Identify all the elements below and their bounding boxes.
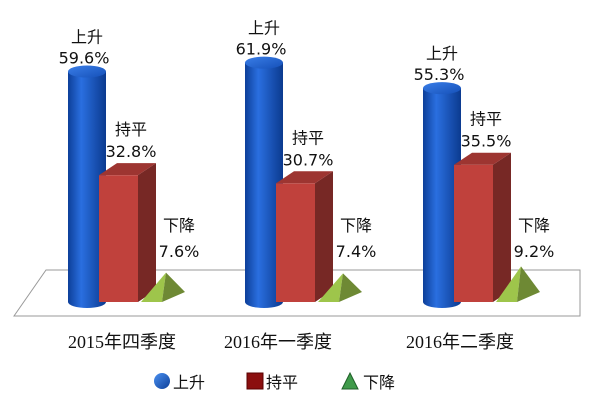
legend-marker-down <box>341 371 359 390</box>
bar-flat-side <box>138 163 156 302</box>
bar-down-left <box>318 273 343 302</box>
label-down-value-2016: 7.4% <box>336 242 377 261</box>
category-axis: 2015年四季度 2016年一季度 2016年二季度 <box>68 332 514 352</box>
bar-down-right <box>517 266 540 302</box>
legend-marker-up <box>154 373 170 389</box>
bar-down-left <box>496 266 521 302</box>
legend: 上升 持平 下降 <box>154 371 395 392</box>
label-flat-value-2016: 35.5% <box>461 132 512 151</box>
bar-up-body <box>423 88 461 308</box>
label-flat-name-2016: 持平 <box>470 110 502 129</box>
bar-down-left <box>141 272 166 302</box>
label-up-value-2016: 55.3% <box>414 65 465 84</box>
label-down-name-2015: 下降 <box>163 216 195 235</box>
bar-flat-side <box>315 171 333 302</box>
label-down-value-2015: 7.6% <box>159 242 200 261</box>
legend-label-flat: 持平 <box>266 373 298 392</box>
legend-marker-flat <box>246 372 264 390</box>
bar-flat-top <box>276 171 333 184</box>
bar-up-2015 <box>68 65 106 309</box>
bar-down-2016 <box>318 273 362 302</box>
bar-down-right <box>339 273 362 302</box>
label-flat-name-2016: 持平 <box>292 128 324 147</box>
label-down-name-2016: 下降 <box>518 216 550 235</box>
bar-up-body <box>245 62 283 308</box>
bar-up-top <box>245 56 283 69</box>
bar-flat-2015 <box>99 163 156 302</box>
bar-up-body <box>68 71 106 309</box>
label-up-value-2016: 61.9% <box>236 40 287 59</box>
bar-flat-front <box>99 175 138 302</box>
bar-flat-top <box>454 152 511 165</box>
chart-bars <box>68 56 540 309</box>
bar-up-2016 <box>423 82 461 308</box>
bar-flat-top <box>99 163 156 176</box>
category-label-2015: 2015年四季度 <box>68 332 176 352</box>
bar-flat-2016 <box>276 171 333 302</box>
bar-up-2016 <box>245 56 283 308</box>
bar-flat-front <box>454 164 493 302</box>
bar-up-top <box>423 82 461 95</box>
legend-label-down: 下降 <box>363 373 395 392</box>
label-up-name-2016: 上升 <box>248 19 280 38</box>
label-flat-name-2015: 持平 <box>115 120 147 139</box>
label-down-name-2016: 下降 <box>340 216 372 235</box>
legend-label-up: 上升 <box>173 373 205 392</box>
category-label-2016: 2016年二季度 <box>406 332 514 352</box>
label-up-name-2016: 上升 <box>426 44 458 63</box>
bar-flat-side <box>493 152 511 302</box>
label-flat-value-2016: 30.7% <box>283 150 334 169</box>
label-up-value-2015: 59.6% <box>59 49 110 68</box>
category-label-2016: 2016年一季度 <box>224 332 332 352</box>
bar-flat-front <box>276 183 315 302</box>
label-up-name-2015: 上升 <box>71 28 103 47</box>
bar-up-top <box>68 65 106 78</box>
label-down-value-2016: 9.2% <box>514 242 555 261</box>
label-flat-value-2015: 32.8% <box>106 142 157 161</box>
chart-labels: 上升 59.6% 持平 32.8% 下降 7.6% 上升 61.9% 持平 30.7% 下降 7.4%… <box>59 19 555 261</box>
bar-down-right <box>162 272 185 302</box>
bar-flat-2016 <box>454 152 511 302</box>
bar-down-2016 <box>496 266 540 302</box>
bar-down-2015 <box>141 272 185 302</box>
